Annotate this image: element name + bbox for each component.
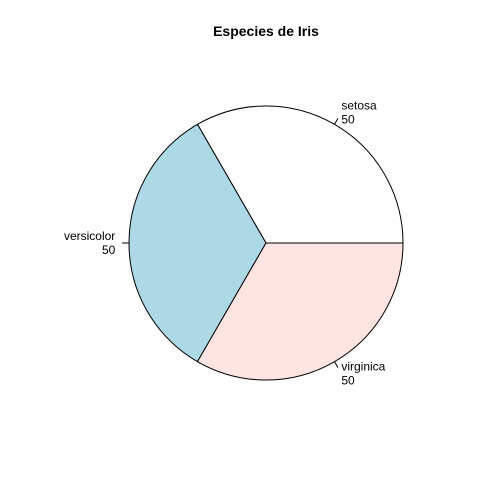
chart-title: Especies de Iris — [213, 23, 319, 39]
pie-label-value: 50 — [341, 112, 355, 126]
pie-label-category: virginica — [341, 360, 385, 374]
pie-label-category: versicolor — [64, 229, 115, 243]
pie-slices — [128, 105, 404, 381]
pie-slice-virginica — [196, 242, 404, 381]
pie-label-value: 50 — [102, 243, 116, 257]
pie-label-value: 50 — [341, 374, 355, 388]
pie-label-tick-setosa — [334, 118, 339, 125]
pie-slice-versicolor — [128, 123, 267, 363]
pie-slice-setosa — [196, 105, 404, 244]
pie-label-tick-virginica — [334, 361, 339, 368]
pie-label-category: setosa — [341, 98, 377, 112]
